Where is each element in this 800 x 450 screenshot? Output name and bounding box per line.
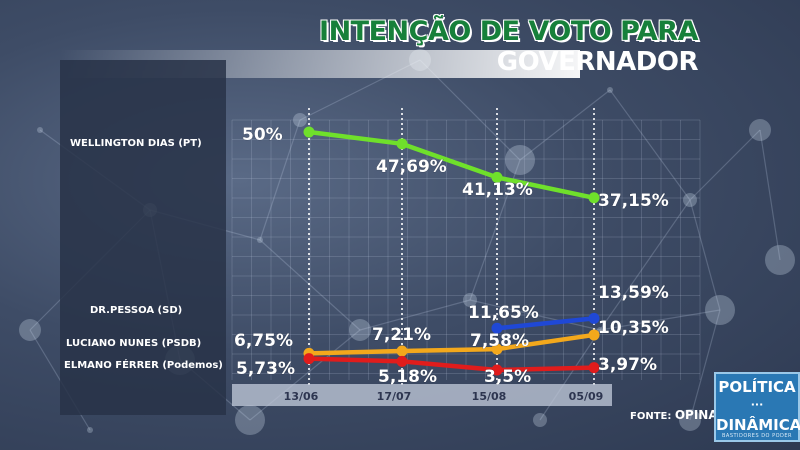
- data-point-luciano: [588, 329, 600, 341]
- series-line-pessoa: [494, 316, 597, 331]
- network-node: [705, 295, 735, 325]
- network-link: [689, 129, 761, 201]
- network-link: [259, 119, 301, 241]
- network-link: [359, 299, 471, 331]
- candidate-label-pessoa: DR.PESSOA (SD): [90, 305, 183, 316]
- candidate-label-luciano: LUCIANO NUNES (PSDB): [66, 338, 202, 349]
- x-tick-label: 05/09: [569, 390, 604, 403]
- network-node: [683, 193, 697, 207]
- data-label-elmano: 3,97%: [598, 355, 657, 375]
- network-link: [689, 309, 721, 421]
- network-link: [469, 159, 521, 301]
- data-label-wellington: 37,15%: [598, 191, 669, 211]
- network-link: [609, 89, 691, 201]
- source-note: FONTE: OPINAR: [630, 408, 727, 422]
- network-link: [469, 299, 601, 331]
- network-node: [463, 293, 477, 307]
- data-label-elmano: 5,18%: [378, 367, 437, 387]
- data-point-pessoa: [491, 322, 503, 334]
- network-node: [607, 87, 613, 93]
- candidate-label-elmano: ELMANO FÉRRER (Podemos): [64, 360, 223, 371]
- candidate-label-wellington: WELLINGTON DIAS (PT): [70, 138, 202, 149]
- network-node: [679, 409, 701, 431]
- data-label-pessoa: 13,59%: [598, 283, 669, 303]
- network-link: [259, 239, 361, 331]
- data-point-wellington: [588, 192, 600, 204]
- data-label-pessoa: 11,65%: [468, 303, 539, 323]
- data-point-elmano: [396, 355, 408, 367]
- data-point-luciano: [491, 343, 503, 355]
- x-tick-label: 15/08: [472, 390, 507, 403]
- data-point-luciano: [396, 345, 408, 357]
- network-node: [597, 327, 603, 333]
- data-point-elmano: [303, 353, 315, 365]
- x-tick-label: 13/06: [284, 390, 319, 403]
- network-node: [235, 405, 265, 435]
- x-tick-label: 17/07: [377, 390, 412, 403]
- politica-dinamica-logo: POLÍTICA ··· DINÂMICA BASTIDORES DO PODE…: [714, 372, 800, 442]
- network-node: [293, 113, 307, 127]
- candidate-panel: WELLINGTON DIAS (PT) DR.PESSOA (SD) LUCI…: [60, 60, 226, 415]
- network-node: [19, 319, 41, 341]
- chart-subtitle: GOVERNADOR: [496, 47, 699, 77]
- data-point-pessoa: [588, 312, 600, 324]
- data-label-luciano: 7,21%: [372, 325, 431, 345]
- data-point-wellington: [491, 171, 503, 183]
- data-point-elmano: [588, 362, 600, 374]
- series-line-elmano: [306, 356, 597, 373]
- data-label-elmano: 3,5%: [484, 367, 531, 387]
- data-point-elmano: [491, 364, 503, 376]
- chart-title: INTENÇÃO DE VOTO PARA: [319, 16, 698, 47]
- network-node: [37, 127, 43, 133]
- network-node: [765, 245, 795, 275]
- network-link: [519, 89, 611, 161]
- network-link: [599, 309, 721, 331]
- network-node: [533, 413, 547, 427]
- data-point-wellington: [303, 126, 315, 138]
- data-label-elmano: 5,73%: [236, 359, 295, 379]
- chart-title-block: INTENÇÃO DE VOTO PARA: [319, 16, 698, 47]
- source-name: OPINAR: [674, 408, 727, 422]
- data-label-wellington: 50%: [242, 125, 283, 145]
- network-node: [349, 319, 371, 341]
- data-label-luciano: 10,35%: [598, 318, 669, 338]
- network-link: [599, 199, 691, 331]
- network-node: [749, 119, 771, 141]
- data-label-luciano: 7,58%: [470, 331, 529, 351]
- network-node: [87, 427, 93, 433]
- series-line-wellington: [306, 129, 597, 201]
- data-point-wellington: [396, 138, 408, 150]
- network-link: [689, 199, 721, 311]
- data-label-wellington: 47,69%: [376, 157, 447, 177]
- series-line-luciano: [306, 332, 597, 356]
- data-label-wellington: 41,13%: [462, 180, 533, 200]
- source-prefix: FONTE:: [630, 411, 672, 422]
- x-axis-band: [232, 384, 612, 406]
- network-link: [759, 129, 781, 261]
- network-node: [257, 237, 263, 243]
- network-node: [505, 145, 535, 175]
- data-label-luciano: 6,75%: [234, 331, 293, 351]
